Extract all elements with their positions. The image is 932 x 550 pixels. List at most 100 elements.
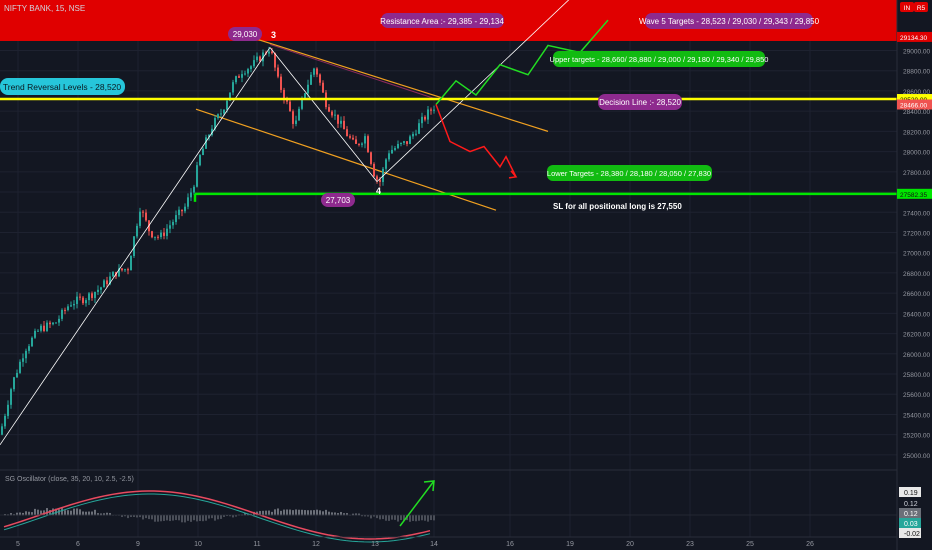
candle-body (319, 74, 321, 83)
oscillator-bar (397, 515, 399, 522)
oscillator-plot (0, 480, 897, 543)
time-tick: 13 (371, 541, 379, 548)
price-tick: 26800.00 (903, 271, 930, 278)
price-tag-bg (897, 31, 932, 42)
oscillator-scale: 0.19 0.12 0.12 0.03 -0.02 (899, 487, 921, 538)
candle-body (235, 76, 237, 83)
candle-body (307, 84, 309, 94)
oscillator-bar (340, 511, 342, 516)
oscillator-bar (208, 515, 210, 519)
oscillator-bar (169, 515, 171, 522)
candle-body (58, 318, 60, 323)
oscillator-bar (361, 515, 363, 517)
price-tick: 26200.00 (903, 332, 930, 339)
svg-text:Resistance Area :- 29,385 - 29: Resistance Area :- 29,385 - 29,134 (380, 17, 504, 26)
oscillator-bar (271, 511, 273, 516)
trend-reversal-label[interactable]: Trend Reversal Levels - 28,520 (0, 78, 125, 95)
oscillator-bar (265, 510, 267, 516)
candle-body (286, 99, 288, 102)
candle-body (313, 68, 315, 75)
candle-body (358, 143, 360, 145)
candle-body (415, 133, 417, 135)
price-tick: 25800.00 (903, 372, 930, 379)
oscillator-bar (268, 510, 270, 516)
candle-body (283, 89, 285, 100)
time-tick: 9 (136, 541, 140, 548)
time-tick: 23 (686, 541, 694, 548)
price-tag-bg (897, 94, 932, 105)
oscillator-bar (412, 515, 414, 521)
oscillator-bar (202, 515, 204, 522)
oscillator-bar (187, 515, 189, 521)
oscillator-bar (325, 509, 327, 516)
oscillator-bar (148, 515, 150, 520)
oscillator-bar (205, 515, 207, 521)
oscillator-bar (19, 512, 21, 516)
oscillator-bar (319, 510, 321, 516)
candle-body (145, 212, 147, 221)
oscillator-bar (190, 515, 192, 522)
wave5-targets-label[interactable]: Wave 5 Targets - 28,523 / 29,030 / 29,34… (639, 13, 820, 29)
wave-label-4: 4 (376, 186, 381, 196)
oscillator-bar (259, 510, 261, 516)
oscillator-bar (382, 515, 384, 520)
oscillator-bar (100, 513, 102, 516)
oscillator-bar (172, 515, 174, 521)
oscillator-bar (343, 513, 345, 516)
upper-targets-label[interactable]: Upper targets - 28,660/ 28,880 / 29,000 … (550, 51, 769, 67)
badge-r5[interactable]: R5 (914, 2, 928, 12)
candle-body (223, 109, 225, 114)
time-tick: 12 (312, 541, 320, 548)
time-tick: 20 (626, 541, 634, 548)
oscillator-bar (16, 512, 18, 516)
svg-text:Decision Line :- 28,520: Decision Line :- 28,520 (599, 98, 681, 107)
oscillator-bar (232, 515, 234, 518)
candle-body (328, 107, 330, 112)
candle-body (166, 228, 168, 236)
price-tick: 25600.00 (903, 392, 930, 399)
time-tick: 10 (194, 541, 202, 548)
candle-body (61, 309, 63, 319)
oscillator-bar (217, 515, 219, 520)
oscillator-bar (331, 512, 333, 516)
candle-body (34, 330, 36, 338)
wave-label-3: 3 (271, 30, 276, 40)
oscillator-bar (10, 513, 12, 516)
candle-body (244, 73, 246, 75)
svg-text:Wave 5 Targets - 28,523 / 29,0: Wave 5 Targets - 28,523 / 29,030 / 29,34… (639, 17, 820, 26)
oscillator-bar (124, 515, 126, 517)
price-tick: 28400.00 (903, 109, 930, 116)
lower-targets-label[interactable]: Lower Targets - 28,380 / 28,180 / 28,050… (547, 165, 712, 181)
price-tag-bg (897, 99, 932, 110)
candle-body (430, 109, 432, 111)
oscillator-bar (223, 515, 225, 517)
badge-in[interactable]: IN (900, 2, 914, 12)
candle-body (196, 165, 198, 187)
time-tick: 19 (566, 541, 574, 548)
candle-body (10, 389, 12, 405)
candle-body (19, 361, 21, 373)
candle-body (181, 209, 183, 212)
candle-body (211, 128, 213, 135)
candle-body (238, 76, 240, 78)
price-axis[interactable] (897, 0, 932, 470)
resistance-area-label[interactable]: Resistance Area :- 29,385 - 29,134 (380, 13, 504, 28)
candle-body (289, 101, 291, 112)
candle-body (406, 141, 408, 144)
candle-body (79, 296, 81, 298)
decision-line-label[interactable]: Decision Line :- 28,520 (598, 94, 682, 110)
price-tag-bg (897, 188, 932, 199)
candle-body (106, 280, 108, 285)
price-tick: 28200.00 (903, 129, 930, 136)
oscillator-bar (277, 508, 279, 516)
time-tick: 14 (430, 541, 438, 548)
oscillator-bar (142, 515, 144, 520)
oscillator-bar (184, 515, 186, 523)
price-axis-ticks: 29000.00 28800.00 28600.00 28400.00 28200.00… (903, 48, 930, 459)
oscillator-bar (79, 509, 81, 516)
candle-body (70, 305, 72, 307)
candle-body (352, 137, 354, 140)
candle-body (346, 129, 348, 137)
candle-body (133, 236, 135, 256)
